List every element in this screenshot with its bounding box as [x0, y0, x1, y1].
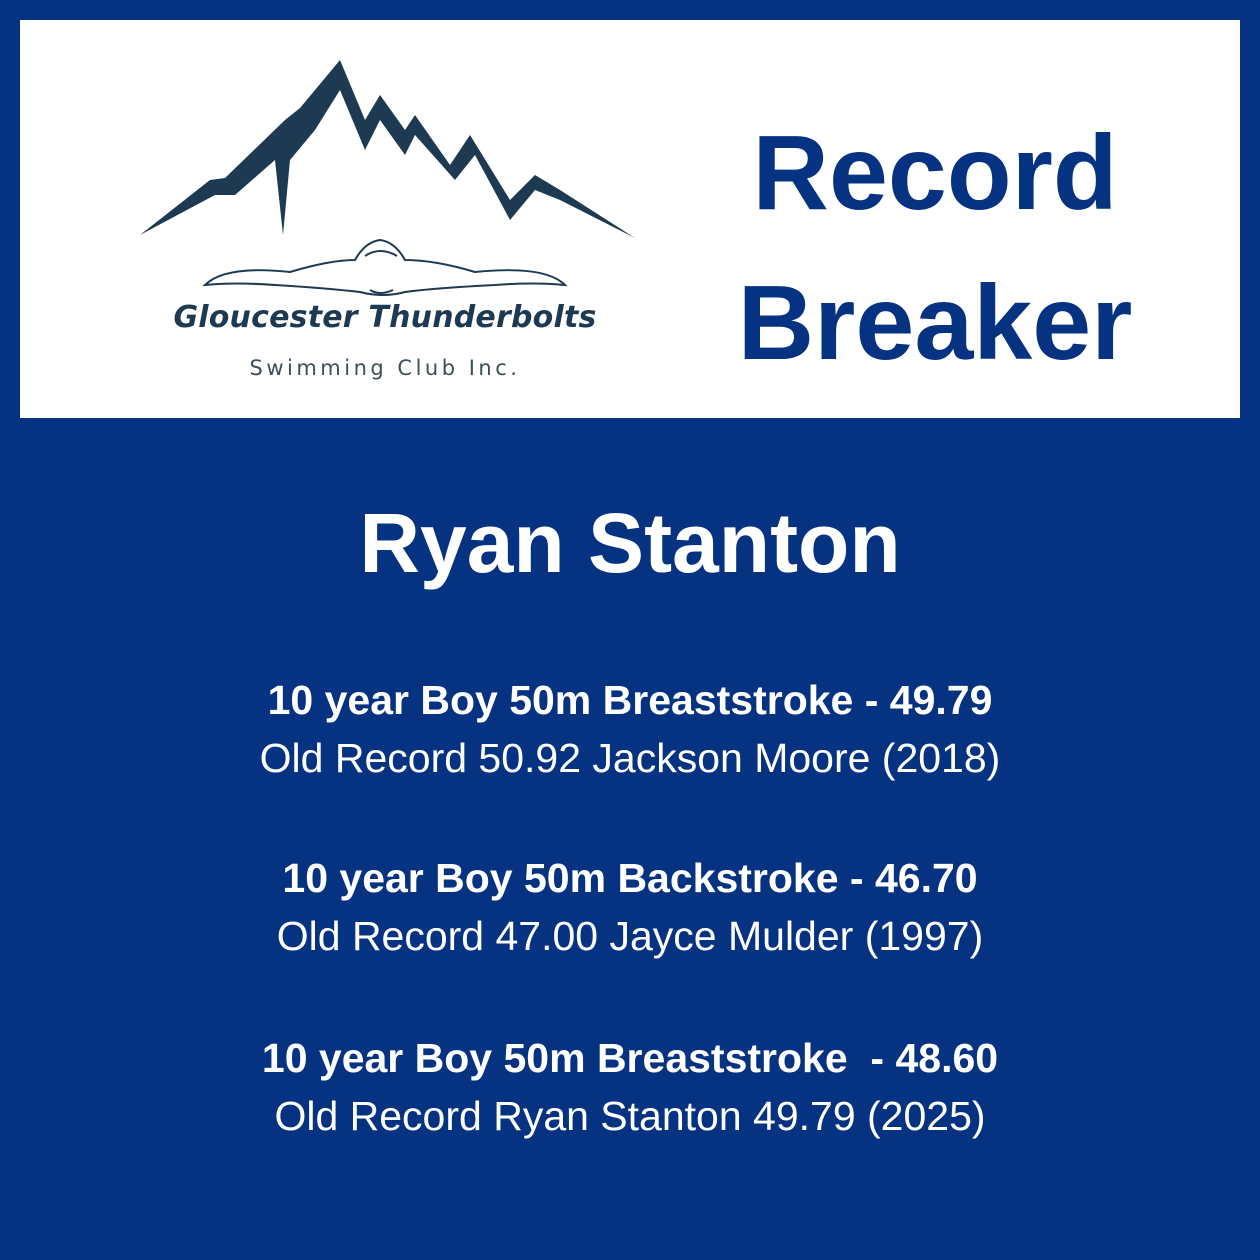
swimmer-outline — [202, 238, 568, 296]
record-entry: 10 year Boy 50m Backstroke - 46.70 Old R… — [0, 850, 1260, 966]
athlete-name: Ryan Stanton — [359, 496, 901, 590]
record-event: 10 year Boy 50m Backstroke - 46.70 — [282, 855, 978, 901]
club-name: Gloucester Thunderbolts — [173, 300, 597, 335]
record-old: Old Record 50.92 Jackson Moore (2018) — [259, 735, 1001, 781]
record-event: 10 year Boy 50m Breaststroke - 49.79 — [267, 677, 993, 723]
title-line-2: Breaker — [737, 264, 1133, 382]
club-logo: Gloucester Thunderbolts Swimming Club In… — [115, 60, 655, 420]
title-line-1: Record — [752, 114, 1118, 232]
record-entry: 10 year Boy 50m Breaststroke - 48.60 Old… — [0, 1030, 1260, 1146]
record-old: Old Record 47.00 Jayce Mulder (1997) — [276, 913, 984, 959]
record-event: 10 year Boy 50m Breaststroke - 48.60 — [261, 1035, 999, 1081]
mountain-swimmer-icon — [140, 60, 635, 296]
mountain-range-shape — [140, 60, 635, 238]
page-title: Record Breaker — [660, 98, 1210, 398]
club-subtitle: Swimming Club Inc. — [249, 356, 521, 380]
record-old: Old Record Ryan Stanton 49.79 (2025) — [274, 1093, 986, 1139]
record-entry: 10 year Boy 50m Breaststroke - 49.79 Old… — [0, 672, 1260, 788]
header-panel: Gloucester Thunderbolts Swimming Club In… — [20, 20, 1240, 418]
